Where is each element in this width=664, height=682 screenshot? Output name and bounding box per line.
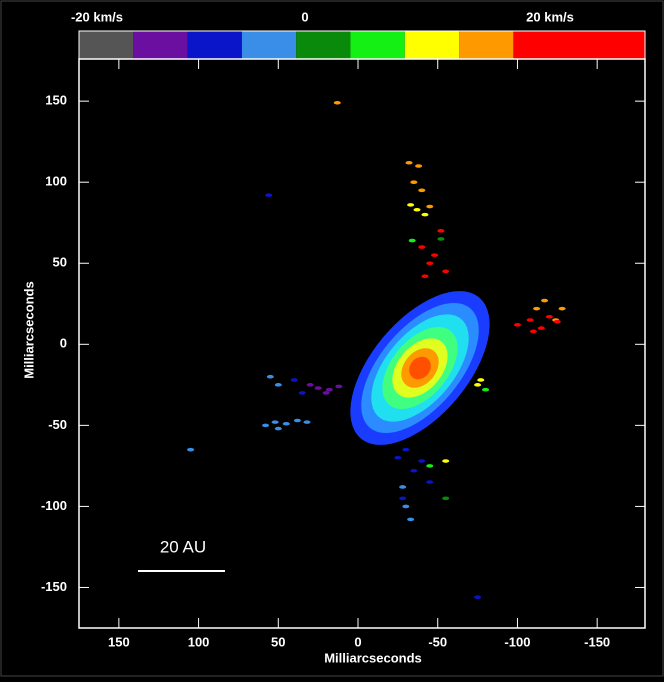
- contour: [409, 356, 431, 380]
- y-axis-label: Milliarcseconds: [21, 281, 36, 379]
- maser-spot: [335, 384, 343, 389]
- y-tick-label: -100: [41, 498, 67, 513]
- maser-spot: [553, 319, 561, 324]
- maser-spot: [437, 229, 445, 233]
- colorbar-segment: [79, 31, 134, 59]
- colorbar-label: -20 km/s: [71, 9, 123, 24]
- y-tick-label: 0: [60, 336, 67, 351]
- maser-spot: [282, 421, 290, 426]
- maser-spot: [442, 496, 450, 501]
- maser-spot: [442, 459, 450, 463]
- y-tick-label: 100: [45, 174, 67, 189]
- plot-frame: [78, 58, 646, 629]
- maser-spot: [426, 204, 434, 209]
- maser-spot: [558, 306, 566, 311]
- y-tick-label: 50: [53, 255, 67, 270]
- maser-spot: [413, 207, 421, 212]
- x-tick-label: -100: [504, 634, 530, 649]
- x-tick-label: 150: [108, 634, 130, 649]
- maser-spot: [537, 326, 545, 330]
- maser-spot: [533, 306, 541, 311]
- maser-spot: [437, 237, 445, 241]
- maser-spot: [482, 387, 490, 392]
- maser-spot: [418, 459, 426, 463]
- x-tick-label: 0: [354, 634, 361, 649]
- maser-spot: [421, 212, 429, 217]
- maser-spot: [293, 418, 301, 423]
- maser-spot: [426, 480, 434, 484]
- x-tick-label: -150: [584, 634, 610, 649]
- maser-spot: [526, 318, 534, 322]
- colorbar-label: 20 km/s: [526, 9, 574, 24]
- maser-spot: [399, 496, 407, 501]
- colorbar-segment: [404, 31, 460, 59]
- maser-spot: [325, 387, 333, 392]
- colorbar-segment: [133, 31, 188, 59]
- colorbar-segment: [513, 31, 645, 59]
- colorbar-segment: [350, 31, 405, 59]
- maser-spot: [426, 464, 434, 468]
- maser-spot: [477, 378, 485, 382]
- maser-spot: [426, 261, 434, 266]
- y-tick-label: 150: [45, 93, 67, 108]
- maser-spot: [421, 274, 429, 279]
- maser-spot: [418, 188, 426, 193]
- maser-spot: [265, 193, 273, 197]
- maser-spot: [418, 245, 426, 249]
- maser-spot: [474, 383, 482, 387]
- maser-spot: [266, 374, 274, 379]
- maser-spot: [274, 426, 282, 431]
- maser-spot: [545, 314, 553, 319]
- maser-spot: [399, 485, 407, 489]
- continuum-emission: [350, 291, 490, 445]
- x-tick-label: 50: [271, 634, 285, 649]
- maser-spot: [394, 455, 402, 460]
- maser-spot: [513, 323, 521, 327]
- colorbar-segment: [187, 31, 242, 59]
- maser-spot: [541, 298, 549, 303]
- colorbar-segment: [296, 31, 351, 59]
- maser-spot: [306, 383, 314, 387]
- maser-spot: [407, 203, 415, 207]
- maser-spot: [262, 423, 270, 428]
- maser-spot: [314, 386, 322, 390]
- maser-spot: [333, 100, 341, 105]
- y-tick-label: -150: [41, 579, 67, 594]
- colorbar: [78, 30, 646, 60]
- maser-spot: [474, 595, 482, 599]
- y-tick-label: -50: [48, 417, 67, 432]
- maser-spot: [290, 378, 298, 382]
- maser-spot: [442, 269, 450, 274]
- maser-spot: [322, 391, 330, 395]
- maser-spot: [187, 447, 195, 452]
- scale-bar-label: 20 AU: [160, 537, 206, 556]
- colorbar-segment: [241, 31, 297, 59]
- maser-spot: [408, 238, 416, 243]
- maser-spot: [415, 164, 423, 168]
- x-tick-label: -50: [428, 634, 447, 649]
- x-tick-label: 100: [188, 634, 210, 649]
- x-axis-label: Milliarcseconds: [324, 650, 422, 665]
- maser-spot: [431, 253, 439, 257]
- maser-spot: [298, 391, 306, 395]
- maser-spot: [402, 504, 410, 509]
- maser-spot: [410, 468, 418, 473]
- maser-spot: [271, 420, 279, 424]
- colorbar-label: 0: [301, 9, 308, 24]
- maser-spot: [402, 447, 410, 452]
- maser-spot: [410, 180, 418, 185]
- maser-spot: [303, 420, 311, 424]
- maser-spot: [274, 383, 282, 387]
- maser-spot: [405, 160, 413, 165]
- maser-spot: [407, 517, 415, 522]
- colorbar-segment: [459, 31, 514, 59]
- maser-spot: [529, 329, 537, 334]
